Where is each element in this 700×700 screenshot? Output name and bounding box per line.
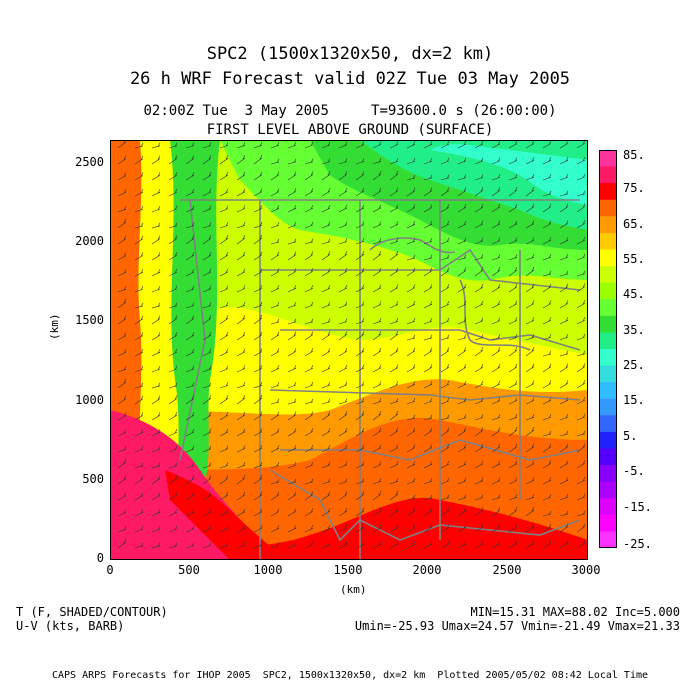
- y-axis-label: (km): [48, 313, 61, 341]
- y-tick: 1000: [75, 393, 104, 407]
- x-tick: 2000: [412, 563, 442, 577]
- zone-aqua: [430, 144, 588, 205]
- colorbar-label: -15.: [623, 500, 652, 514]
- colorbar-label: 65.: [623, 217, 645, 231]
- title-line-2: 26 h WRF Forecast valid 02Z Tue 03 May 2…: [129, 69, 571, 89]
- colorbar: [599, 150, 617, 548]
- x-tick: 3000: [571, 563, 601, 577]
- colorbar-swatch: [599, 415, 617, 433]
- colorbar-swatch: [599, 531, 617, 548]
- colorbar-label: 45.: [623, 287, 645, 301]
- level-label: FIRST LEVEL ABOVE GROUND (SURFACE): [206, 122, 494, 138]
- colorbar-swatch: [599, 315, 617, 333]
- y-tick: 0: [96, 551, 104, 565]
- variable-barb-label: U-V (kts, BARB): [16, 619, 125, 633]
- x-axis-label: (km): [340, 583, 367, 596]
- valid-time-label: 02:00Z Tue 3 May 2005 T=93600.0 s (26:00…: [143, 103, 557, 119]
- colorbar-label: 85.: [623, 148, 645, 162]
- colorbar-label: -5.: [623, 464, 645, 478]
- x-tick: 1500: [333, 563, 363, 577]
- y-tick: 2500: [75, 155, 104, 169]
- y-tick: 1500: [75, 313, 104, 327]
- x-tick: 1000: [253, 563, 283, 577]
- x-tick: 0: [106, 563, 114, 577]
- colorbar-swatch: [599, 282, 617, 300]
- y-tick: 2000: [75, 234, 104, 248]
- colorbar-swatch: [599, 481, 617, 499]
- colorbar-swatch: [599, 498, 617, 516]
- colorbar-swatch: [599, 150, 617, 168]
- colorbar-swatch: [599, 431, 617, 449]
- wind-stats: Umin=-25.93 Umax=24.57 Vmin=-21.49 Vmax=…: [354, 619, 680, 633]
- colorbar-swatch: [599, 448, 617, 466]
- colorbar-swatch: [599, 465, 617, 483]
- credit-line: CAPS ARPS Forecasts for IHOP 2005 SPC2, …: [51, 670, 649, 681]
- wind-barbs: [117, 140, 586, 549]
- colorbar-label: 55.: [623, 252, 645, 266]
- colorbar-swatch: [599, 398, 617, 416]
- colorbar-swatch: [599, 299, 617, 317]
- variable-shaded-label: T (F, SHADED/CONTOUR): [16, 605, 168, 619]
- y-tick: 500: [82, 472, 104, 486]
- zone-southwest-red: [165, 470, 285, 560]
- x-tick: 500: [178, 563, 200, 577]
- colorbar-label: -25.: [623, 537, 652, 551]
- colorbar-swatch: [599, 365, 617, 383]
- colorbar-swatch: [599, 183, 617, 201]
- title-line-1: SPC2 (1500x1320x50, dx=2 km): [206, 44, 494, 64]
- colorbar-swatch: [599, 249, 617, 267]
- colorbar-swatch: [599, 349, 617, 367]
- colorbar-label: 35.: [623, 323, 645, 337]
- colorbar-swatch: [599, 332, 617, 350]
- colorbar-swatch: [599, 266, 617, 284]
- state-borders: [179, 199, 581, 560]
- colorbar-swatch: [599, 216, 617, 234]
- colorbar-swatch: [599, 166, 617, 184]
- colorbar-label: 25.: [623, 358, 645, 372]
- min-max-stats: MIN=15.31 MAX=88.02 Inc=5.000: [470, 605, 680, 619]
- colorbar-swatch: [599, 382, 617, 400]
- temperature-map: [110, 140, 588, 560]
- x-tick: 2500: [492, 563, 522, 577]
- colorbar-label: 75.: [623, 181, 645, 195]
- colorbar-swatch: [599, 514, 617, 532]
- colorbar-swatch: [599, 232, 617, 250]
- colorbar-swatch: [599, 199, 617, 217]
- colorbar-label: 15.: [623, 393, 645, 407]
- colorbar-label: 5.: [623, 429, 638, 443]
